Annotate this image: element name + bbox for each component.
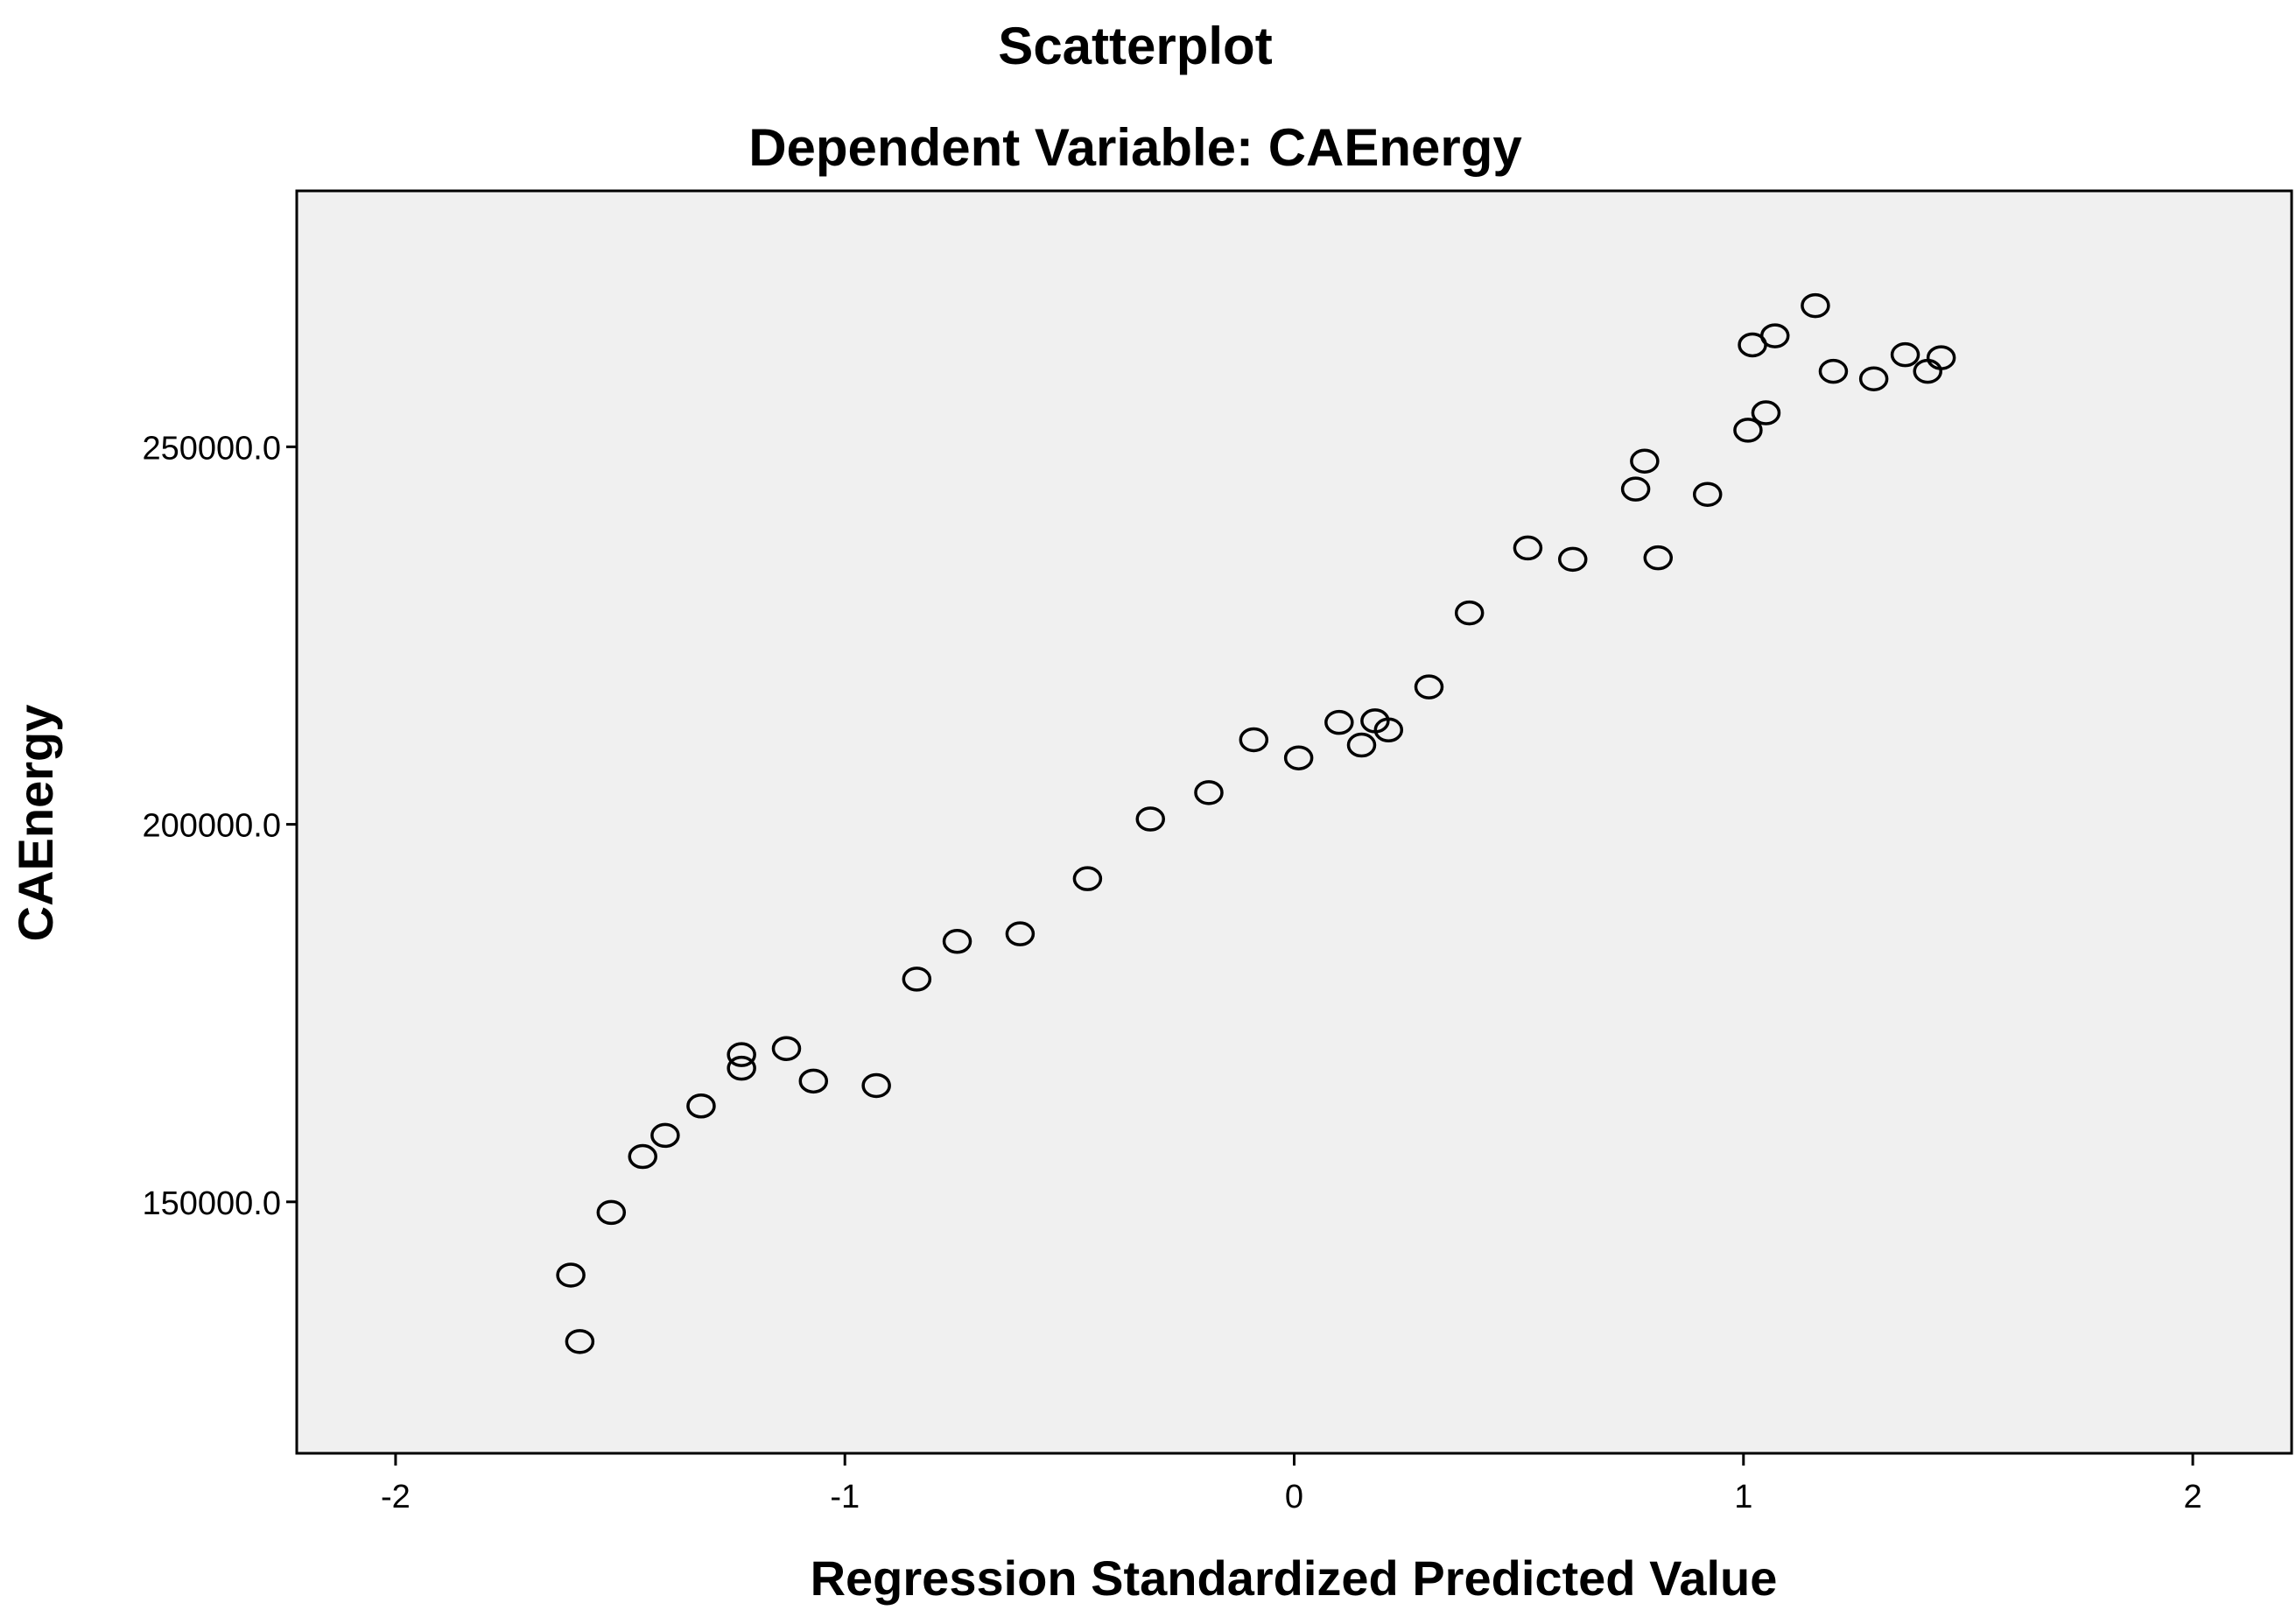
data-point bbox=[1283, 745, 1314, 770]
data-point bbox=[902, 967, 932, 992]
x-tick-label: 2 bbox=[2184, 1479, 2202, 1515]
data-point bbox=[1818, 358, 1849, 384]
data-points bbox=[556, 292, 1956, 1354]
data-point bbox=[650, 1122, 680, 1149]
data-point bbox=[628, 1143, 657, 1170]
data-point bbox=[942, 929, 972, 954]
y-axis: 150000.0 200000.0 250000.0 bbox=[143, 430, 297, 1222]
data-point bbox=[1239, 727, 1269, 753]
data-point bbox=[1801, 292, 1830, 319]
y-tick-label: 250000.0 bbox=[143, 430, 282, 467]
x-tick-label: 0 bbox=[1285, 1479, 1303, 1515]
x-axis-label: Regression Standardized Predicted Value bbox=[811, 1550, 1778, 1606]
data-point bbox=[771, 1036, 802, 1061]
data-point bbox=[1620, 476, 1651, 502]
x-tick-label: -1 bbox=[830, 1479, 860, 1515]
x-axis: -2 -1 0 1 2 bbox=[381, 1453, 2202, 1515]
data-point bbox=[1692, 482, 1723, 507]
data-point bbox=[1513, 535, 1543, 561]
data-point bbox=[1135, 806, 1165, 832]
data-point bbox=[1454, 600, 1485, 626]
data-point bbox=[1072, 866, 1103, 891]
data-point bbox=[1926, 345, 1956, 370]
data-point bbox=[798, 1068, 829, 1094]
data-point bbox=[686, 1093, 716, 1119]
x-tick-label: -2 bbox=[381, 1479, 411, 1515]
data-point bbox=[1414, 674, 1444, 700]
data-point bbox=[861, 1072, 891, 1099]
data-point bbox=[1733, 418, 1763, 443]
data-point bbox=[1858, 366, 1889, 391]
y-tick-label: 200000.0 bbox=[143, 808, 282, 845]
x-tick-label: 1 bbox=[1734, 1479, 1752, 1515]
data-point bbox=[1643, 545, 1674, 571]
data-point bbox=[1005, 921, 1036, 946]
y-axis-label: CAEnergy bbox=[8, 705, 63, 942]
data-point bbox=[596, 1199, 627, 1226]
data-point bbox=[565, 1329, 595, 1354]
data-point bbox=[1557, 546, 1588, 573]
data-point bbox=[1373, 717, 1404, 743]
y-tick-label: 150000.0 bbox=[143, 1185, 282, 1222]
plot-area bbox=[295, 189, 2293, 1455]
data-point bbox=[1751, 400, 1781, 425]
data-point bbox=[1890, 341, 1920, 368]
data-point bbox=[1630, 448, 1660, 475]
chart-title: Scatterplot bbox=[998, 17, 1272, 75]
data-point bbox=[727, 1055, 756, 1081]
data-point bbox=[1346, 732, 1377, 758]
data-point bbox=[556, 1262, 586, 1288]
data-point bbox=[1759, 323, 1790, 348]
data-point bbox=[1194, 780, 1224, 805]
data-point bbox=[727, 1042, 756, 1067]
chart-subtitle: Dependent Variable: CAEnergy bbox=[748, 118, 1522, 177]
data-point bbox=[1324, 709, 1354, 735]
